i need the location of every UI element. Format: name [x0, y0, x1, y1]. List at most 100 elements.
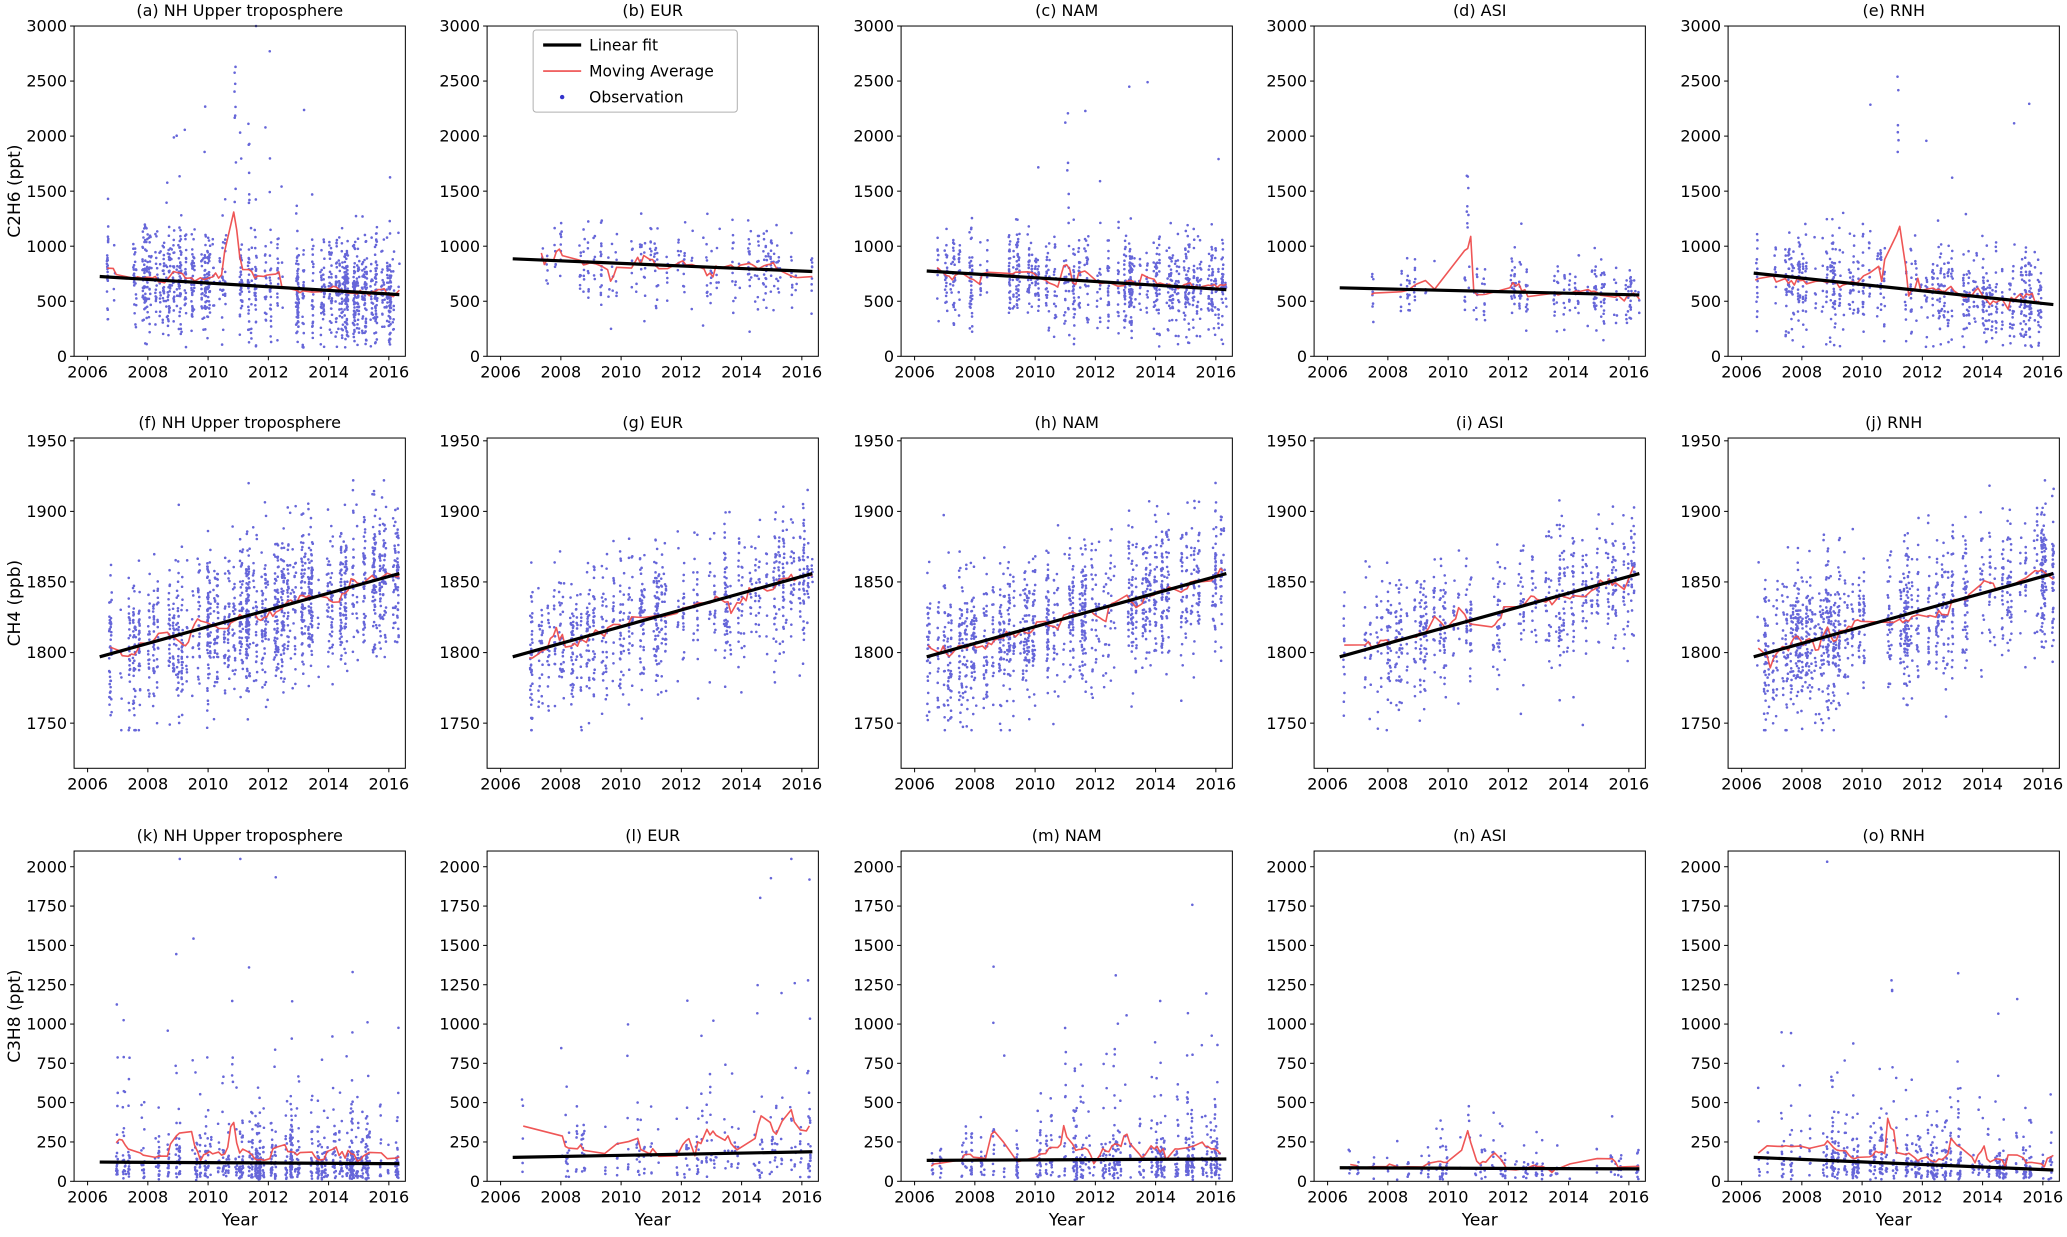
svg-text:2006: 2006 [1307, 1187, 1348, 1206]
svg-text:2006: 2006 [481, 775, 522, 794]
svg-text:2016: 2016 [1609, 1187, 1650, 1206]
svg-text:2016: 2016 [782, 362, 823, 381]
svg-text:2008: 2008 [954, 362, 995, 381]
y-axis-ticks: 0 500 1000 1500 2000 2500 3000 [440, 17, 488, 366]
svg-text:1000: 1000 [1267, 1014, 1308, 1033]
svg-text:2014: 2014 [722, 1187, 763, 1206]
svg-text:1750: 1750 [853, 714, 894, 733]
svg-text:3000: 3000 [26, 17, 67, 36]
svg-text:2012: 2012 [1488, 362, 1529, 381]
svg-text:2014: 2014 [1135, 362, 1176, 381]
svg-text:2016: 2016 [368, 775, 409, 794]
svg-text:1900: 1900 [440, 502, 481, 521]
legend-label: Moving Average [590, 62, 715, 80]
linear-fit-line [99, 1160, 400, 1165]
svg-text:1500: 1500 [440, 182, 481, 201]
subplot-title: (m) NAM [1032, 826, 1102, 845]
svg-text:2010: 2010 [188, 1187, 229, 1206]
subplot-j: (j) RNH 1750 1800 1850 1900 1950 2006 2008 2010 2… [1653, 412, 2067, 825]
axes-frame [73, 850, 406, 1182]
svg-text:2010: 2010 [1428, 362, 1469, 381]
svg-text:2008: 2008 [954, 1187, 995, 1206]
svg-text:2000: 2000 [1267, 127, 1308, 146]
svg-text:2000: 2000 [853, 127, 894, 146]
y-axis-label: CH4 (ppb) [5, 560, 25, 647]
moving-average-line [529, 573, 813, 660]
svg-text:2012: 2012 [1075, 1187, 1116, 1206]
linear-fit-line [926, 269, 1227, 292]
svg-text:1950: 1950 [853, 432, 894, 451]
svg-text:1500: 1500 [1267, 182, 1308, 201]
axes-frame [1313, 850, 1647, 1182]
legend-label: Linear fit [590, 36, 659, 54]
subplot-m-svg: (m) NAM 0 250 500 750 1000 1250 1500 1750 2000 200… [826, 824, 1241, 1237]
svg-text:1750: 1750 [26, 714, 67, 733]
subplot-f: (f) NH Upper troposphere 1750 1800 1850 1900… [0, 412, 414, 825]
svg-text:2016: 2016 [1195, 775, 1236, 794]
y-axis-label: C3H8 (ppt) [5, 969, 25, 1062]
svg-text:2012: 2012 [1902, 362, 1943, 381]
axes-frame [73, 437, 406, 770]
svg-text:2006: 2006 [67, 362, 108, 381]
y-axis-ticks: 1750 1800 1850 1900 1950 [1267, 432, 1315, 733]
x-axis-ticks: 2006 2008 2010 2012 2014 2016 [481, 1180, 823, 1206]
svg-text:2000: 2000 [1680, 857, 1721, 876]
subplot-title: (j) RNH [1865, 413, 1922, 432]
svg-text:500: 500 [863, 1093, 894, 1112]
svg-text:2012: 2012 [1902, 775, 1943, 794]
legend-observation-dot [560, 94, 565, 100]
svg-text:2010: 2010 [1841, 362, 1882, 381]
svg-text:2006: 2006 [481, 362, 522, 381]
axes-frame [1727, 850, 2060, 1182]
svg-text:2016: 2016 [1609, 362, 1650, 381]
svg-text:1000: 1000 [1680, 1014, 1721, 1033]
svg-text:2006: 2006 [1721, 775, 1762, 794]
svg-text:2000: 2000 [440, 127, 481, 146]
svg-text:2006: 2006 [1721, 362, 1762, 381]
subplot-title: (f) NH Upper troposphere [138, 413, 341, 432]
svg-text:2012: 2012 [1902, 1187, 1943, 1206]
svg-text:2014: 2014 [1548, 1187, 1589, 1206]
observation-scatter-points [107, 479, 400, 732]
y-axis-ticks: 0 500 1000 1500 2000 2500 3000 [1267, 17, 1315, 366]
svg-text:2500: 2500 [1267, 72, 1308, 91]
x-axis-ticks: 2006 2008 2010 2012 2014 2016 [481, 768, 823, 794]
svg-text:1000: 1000 [1267, 237, 1308, 256]
svg-text:2014: 2014 [308, 775, 349, 794]
legend: Linear fit Moving Average Observation [533, 29, 739, 113]
svg-text:1900: 1900 [26, 502, 67, 521]
svg-text:2016: 2016 [2022, 362, 2063, 381]
subplot-o-svg: (o) RNH 0 250 500 750 1000 1250 1500 1750 2000 200… [1653, 824, 2067, 1237]
svg-text:500: 500 [450, 292, 481, 311]
plot-background [1653, 412, 2067, 825]
svg-text:2016: 2016 [1609, 775, 1650, 794]
svg-text:2012: 2012 [1075, 362, 1116, 381]
svg-text:2500: 2500 [853, 72, 894, 91]
x-axis-ticks: 2006 2008 2010 2012 2014 2016 [894, 1180, 1236, 1206]
observation-scatter-points [925, 481, 1226, 732]
y-axis-ticks: 1750 1800 1850 1900 1950 [853, 432, 901, 733]
svg-text:2014: 2014 [1962, 362, 2003, 381]
svg-text:1850: 1850 [440, 573, 481, 592]
subplot-title: (g) EUR [623, 413, 684, 432]
svg-text:2014: 2014 [1548, 775, 1589, 794]
subplot-e: (e) RNH 0 500 1000 1500 2000 2500 3000 2006 2008 2… [1653, 0, 2067, 413]
svg-text:2006: 2006 [1307, 362, 1348, 381]
svg-text:2012: 2012 [248, 1187, 289, 1206]
svg-text:1750: 1750 [440, 896, 481, 915]
svg-text:500: 500 [863, 292, 894, 311]
svg-text:750: 750 [37, 1054, 68, 1073]
plot-background [1653, 0, 2067, 413]
svg-text:2006: 2006 [894, 775, 935, 794]
moving-average-line [1754, 225, 2042, 310]
svg-text:1750: 1750 [1680, 714, 1721, 733]
svg-text:2006: 2006 [1307, 775, 1348, 794]
svg-text:1000: 1000 [853, 1014, 894, 1033]
svg-text:2008: 2008 [1781, 775, 1822, 794]
y-axis-ticks: 1750 1800 1850 1900 1950 [1680, 432, 1728, 733]
linear-fit-line [1752, 572, 2054, 659]
